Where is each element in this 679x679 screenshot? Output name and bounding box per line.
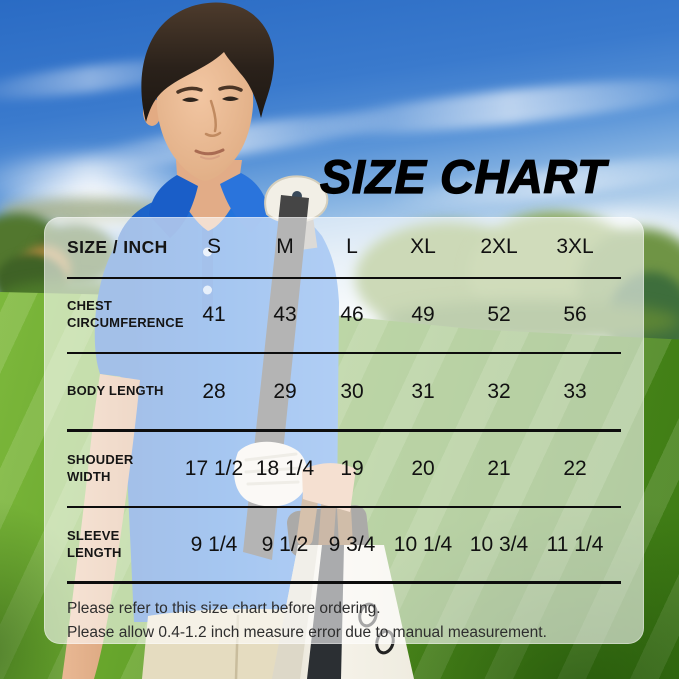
- size-value: 31: [411, 379, 435, 403]
- lower-lip: [200, 155, 220, 160]
- size-col-header-2xl: 2XL: [480, 235, 518, 258]
- size-value: 49: [411, 303, 435, 326]
- eyebrow-left: [176, 86, 203, 94]
- eye-left: [182, 97, 199, 102]
- mouth: [194, 148, 225, 156]
- row-label: BODY LENGTH: [67, 383, 164, 399]
- size-chart-panel: SIZE / INCH S M L XL 2XL 3XL CHEST CIRCU…: [44, 217, 644, 644]
- row-label: SHOUDER WIDTH: [67, 451, 134, 484]
- row-divider: [67, 505, 621, 508]
- size-col-header-s: S: [206, 235, 221, 258]
- eyebrow-right: [218, 85, 243, 92]
- eye-right: [222, 96, 239, 101]
- size-value: 46: [340, 303, 364, 326]
- size-value: 56: [563, 303, 587, 326]
- size-value: 52: [487, 303, 511, 326]
- table-header-row: SIZE / INCH S M L XL 2XL 3XL: [44, 217, 644, 277]
- size-value: 29: [273, 379, 297, 403]
- size-value: 22: [563, 456, 587, 480]
- size-value: 30: [340, 379, 364, 403]
- table-row-sleeve-length: SLEEVE LENGTH 9 1/4 9 1/2 9 3/4 10 1/4 1…: [44, 508, 644, 581]
- row-divider: [67, 581, 621, 584]
- size-value: 19: [340, 456, 364, 480]
- neck-skin: [176, 160, 242, 231]
- nose: [204, 99, 222, 137]
- note-line: Please allow 0.4-1.2 inch measure error …: [67, 623, 547, 641]
- unit-header: SIZE / INCH: [67, 236, 168, 257]
- size-col-header-xl: XL: [410, 235, 436, 258]
- size-value: 20: [411, 456, 435, 480]
- size-value: 32: [487, 379, 511, 403]
- size-value: 11 1/4: [546, 532, 604, 556]
- size-value: 21: [487, 456, 511, 480]
- size-col-header-l: L: [346, 235, 358, 258]
- size-value: 41: [202, 303, 226, 326]
- size-value: 10 1/4: [393, 532, 453, 556]
- size-value: 9 1/2: [261, 532, 309, 556]
- table-row-chest: CHEST CIRCUMFERENCE 41 43 46 49 52 56: [44, 279, 644, 352]
- measurement-notes: Please refer to this size chart before o…: [44, 584, 644, 645]
- row-divider: [67, 429, 621, 432]
- size-value: 17 1/2: [184, 456, 244, 480]
- size-value: 10 3/4: [469, 532, 529, 556]
- size-value: 43: [273, 303, 297, 326]
- size-col-header-m: M: [276, 235, 294, 258]
- hair: [141, 2, 275, 122]
- row-label: CHEST CIRCUMFERENCE: [67, 298, 184, 330]
- size-value: 33: [563, 379, 587, 403]
- table-row-shoulder-width: SHOUDER WIDTH 17 1/2 18 1/4 19 20 21 22: [44, 432, 644, 506]
- table-row-body-length: BODY LENGTH 28 29 30 31 32 33: [44, 354, 644, 429]
- size-value: 9 3/4: [328, 532, 376, 556]
- row-divider: [67, 277, 621, 279]
- size-col-header-3xl: 3XL: [556, 235, 594, 258]
- size-value: 9 1/4: [190, 532, 238, 556]
- note-line: Please refer to this size chart before o…: [67, 599, 381, 617]
- row-label: SLEEVE LENGTH: [67, 527, 122, 560]
- size-chart-title: SIZE CHART: [319, 152, 606, 200]
- size-value: 18 1/4: [255, 456, 315, 480]
- row-divider: [67, 351, 621, 354]
- size-value: 28: [202, 379, 226, 403]
